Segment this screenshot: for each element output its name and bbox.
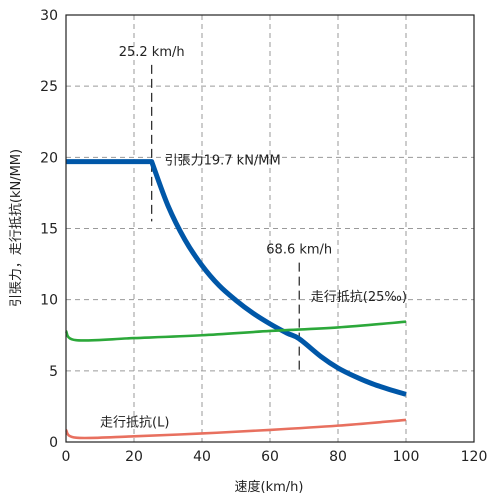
annotations: 25.2 km/h 68.6 km/h 引張力19.7 kN/MM 走行抵抗(25‰)… — [100, 45, 407, 431]
y-tick-label: 10 — [40, 293, 58, 309]
tractive-force-label: 引張力19.7 kN/MM — [165, 153, 281, 168]
x-tick-label: 120 — [461, 449, 488, 465]
y-tick-label: 25 — [40, 79, 58, 95]
y-tick-label: 5 — [49, 364, 58, 380]
running-resistance-25-line — [64, 320, 407, 342]
axes: 0 20 40 60 80 100 120 0 5 10 15 20 25 30 — [40, 8, 487, 465]
y-tick-label: 0 — [49, 435, 58, 451]
speed-marker-label: 25.2 km/h — [119, 45, 185, 60]
x-tick-label: 100 — [393, 449, 420, 465]
x-tick-label: 80 — [329, 449, 347, 465]
y-tick-label: 30 — [40, 8, 58, 24]
tractive-force-line — [66, 159, 407, 397]
speed-marker-label: 68.6 km/h — [266, 243, 332, 258]
running-resistance-level-label: 走行抵抗(L) — [100, 415, 169, 430]
y-tick-label: 20 — [40, 150, 58, 166]
x-tick-label: 60 — [261, 449, 279, 465]
speed-markers — [151, 64, 300, 374]
grid — [66, 15, 474, 442]
y-axis-title: 引張力，走行抵抗(kN/MM) — [9, 149, 24, 307]
x-axis-title: 速度(km/h) — [235, 479, 304, 495]
x-tick-label: 40 — [193, 449, 211, 465]
plot-frame — [65, 14, 475, 443]
series-lines — [64, 159, 407, 440]
x-tick-label: 0 — [62, 449, 71, 465]
running-resistance-level-line — [64, 418, 407, 440]
x-tick-label: 20 — [125, 449, 143, 465]
running-resistance-25-label: 走行抵抗(25‰) — [311, 290, 407, 305]
y-tick-label: 15 — [40, 222, 58, 238]
